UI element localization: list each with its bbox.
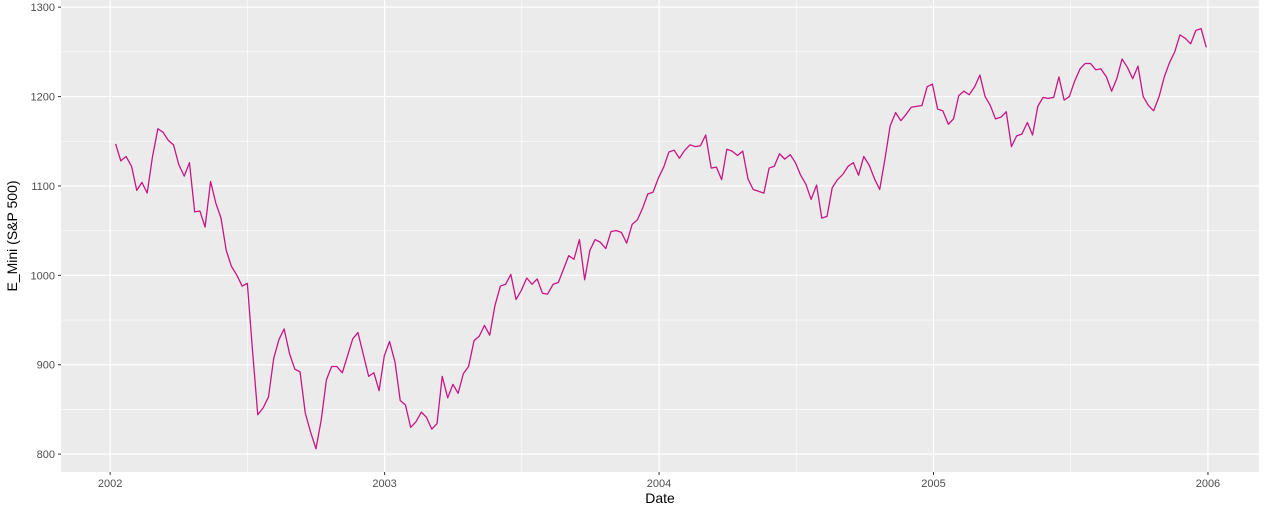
y-tick-label: 1000 [31,270,55,282]
x-tick-label: 2006 [1196,478,1220,490]
y-tick-label: 1200 [31,92,55,104]
y-tick-label: 1300 [31,2,55,14]
x-tick-label: 2002 [98,478,122,490]
x-tick-label: 2004 [647,478,671,490]
plot-area [114,27,1207,450]
x-tick-label: 2003 [372,478,396,490]
grid [61,0,1259,472]
x-tick-label: 2005 [921,478,945,490]
data-line [114,27,1207,450]
x-axis-title: Date [645,490,675,506]
y-tick-label: 800 [37,449,55,461]
y-axis-title: E_Mini (S&P 500) [4,180,20,291]
y-tick-label: 1100 [31,181,55,193]
y-tick-label: 900 [37,360,55,372]
